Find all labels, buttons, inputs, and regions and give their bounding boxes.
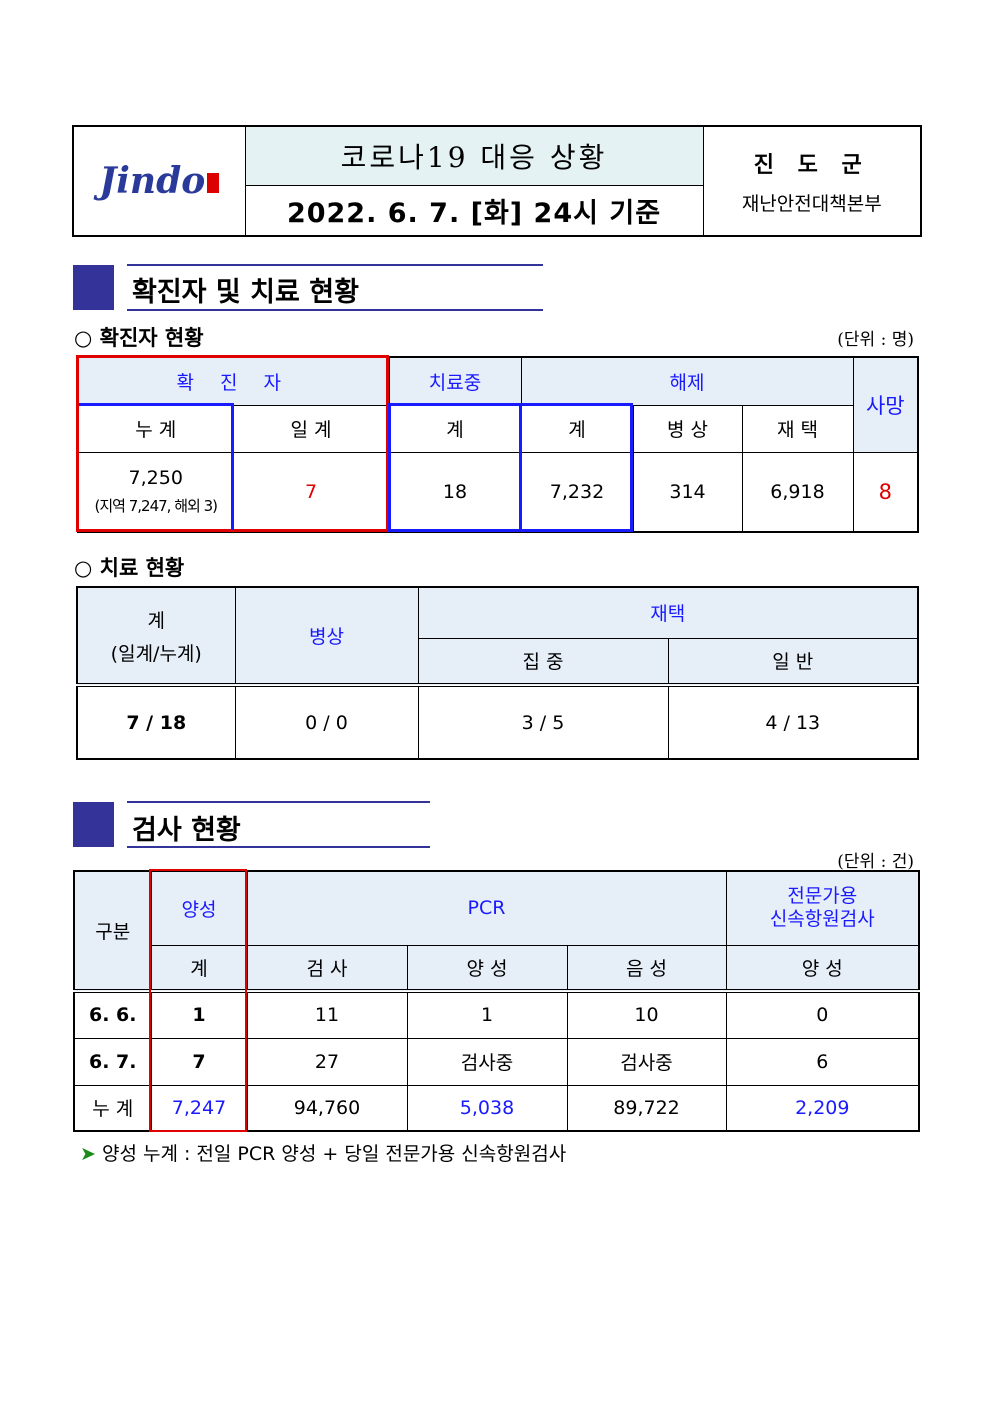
header-treating: 치료중 [388, 356, 522, 406]
table-row: 6. 6. 1 11 1 10 0 [73, 990, 920, 1039]
table-row: 6. 7. 7 27 검사중 검사중 6 [73, 1037, 920, 1086]
header-pcr: PCR [246, 870, 727, 946]
divider [127, 846, 430, 848]
header-intensive: 집 중 [417, 637, 669, 687]
header-released-total: 계 [520, 404, 634, 453]
org-name: 진 도 군 [753, 152, 870, 178]
confirmed-table: 확 진 자 치료중 해제 사망 누 계 일 계 계 계 병 상 재 택 7,25… [77, 356, 920, 533]
cell-pcr-positive: 1 [406, 990, 568, 1039]
row-label: 누 계 [73, 1084, 152, 1132]
header-hospital: 병 상 [632, 404, 743, 453]
org-dept: 재난안전대책본부 [741, 192, 882, 215]
cell-hospital: 314 [632, 451, 743, 533]
header-positive-total: 계 [150, 944, 248, 993]
cell-pcr-positive: 검사중 [406, 1037, 568, 1086]
header-tests: 검 사 [246, 944, 408, 993]
cell-rapid-positive: 6 [725, 1037, 920, 1086]
header-general: 일 반 [667, 637, 919, 687]
cell-pcr-negative: 검사중 [566, 1037, 727, 1086]
section-title: 확진자 및 치료 현황 [132, 277, 359, 308]
cell-pcr-negative: 10 [566, 990, 727, 1039]
header-daily: 일 계 [232, 404, 390, 453]
section-marker-icon [73, 802, 114, 847]
jindo-logo: Jindo [99, 160, 206, 202]
divider [127, 801, 430, 803]
cell-tests: 11 [246, 990, 408, 1039]
cell-positive: 7 [150, 1037, 248, 1086]
cell-cumulative: 7,250 (지역 7,247, 해외 3) [77, 451, 234, 533]
divider [127, 264, 543, 266]
cell-total: 7 / 18 [76, 684, 236, 760]
header-pcr-positive: 양 성 [406, 944, 568, 993]
header-rapid: 전문가용 신속항원검사 [725, 870, 920, 946]
unit-label: (단위 : 건) [837, 852, 914, 872]
cell-rapid-positive: 2,209 [725, 1084, 920, 1132]
unit-label: (단위 : 명) [837, 330, 914, 350]
header-category: 구분 [73, 870, 152, 993]
cell-treating: 18 [388, 451, 522, 533]
header-pcr-negative: 음 성 [566, 944, 727, 993]
logo: Jindo [72, 125, 246, 237]
header-positive: 양성 [150, 870, 248, 946]
cell-tests: 94,760 [246, 1084, 408, 1132]
cumulative-detail: (지역 7,247, 해외 3) [94, 497, 218, 516]
header-total: 계 (일계/누계) [76, 586, 236, 687]
treatment-table: 계 (일계/누계) 병상 재택 집 중 일 반 7 / 18 0 / 0 3 / … [76, 586, 919, 760]
cell-hospital: 0 / 0 [234, 684, 419, 760]
table-row: 누 계 7,247 94,760 5,038 89,722 2,209 [73, 1084, 920, 1132]
cell-death: 8 [852, 451, 919, 533]
header-cumulative: 누 계 [77, 404, 234, 453]
cell-intensive: 3 / 5 [417, 684, 669, 760]
section-title: 검사 현황 [132, 815, 241, 846]
cell-general: 4 / 13 [667, 684, 919, 760]
header-box: Jindo 코로나19 대응 상황 진 도 군 재난안전대책본부 2022. 6… [72, 125, 922, 237]
arrow-icon: ➤ [80, 1143, 96, 1165]
row-label: 6. 7. [73, 1037, 152, 1086]
cell-tests: 27 [246, 1037, 408, 1086]
header-hospital: 병상 [234, 586, 419, 687]
subtitle-treatment: ○ 치료 현황 [74, 556, 185, 580]
row-label: 6. 6. [73, 990, 152, 1039]
testing-table: 구분 양성 PCR 전문가용 신속항원검사 계 검 사 양 성 음 성 양 성 … [73, 870, 921, 1132]
footnote-text: 양성 누계 : 전일 PCR 양성 + 당일 전문가용 신속항원검사 [101, 1143, 567, 1165]
footnote: ➤ 양성 누계 : 전일 PCR 양성 + 당일 전문가용 신속항원검사 [80, 1139, 566, 1166]
header-total-sub: (일계/누계) [110, 642, 202, 665]
page-title: 코로나19 대응 상황 [244, 125, 704, 186]
divider [127, 309, 543, 311]
cell-pcr-negative: 89,722 [566, 1084, 727, 1132]
header-total-label: 계 [147, 609, 165, 632]
cell-positive: 1 [150, 990, 248, 1039]
header-confirmed: 확 진 자 [77, 356, 390, 406]
header-released: 해제 [520, 356, 854, 406]
header-treating-total: 계 [388, 404, 522, 453]
header-rapid-positive: 양 성 [725, 944, 920, 993]
header-home: 재 택 [741, 404, 854, 453]
cell-home: 6,918 [741, 451, 854, 533]
subtitle-confirmed: ○ 확진자 현황 [74, 326, 204, 350]
cell-positive: 7,247 [150, 1084, 248, 1132]
cell-released-total: 7,232 [520, 451, 634, 533]
header-death: 사망 [852, 356, 919, 453]
org-block: 진 도 군 재난안전대책본부 [702, 125, 922, 237]
cell-daily: 7 [232, 451, 390, 533]
logo-mark-icon [207, 173, 220, 193]
header-home: 재택 [417, 586, 919, 639]
section-marker-icon [73, 265, 114, 310]
cell-pcr-positive: 5,038 [406, 1084, 568, 1132]
cumulative-value: 7,250 [128, 467, 183, 490]
report-date: 2022. 6. 7. [화] 24시 기준 [244, 184, 704, 237]
cell-rapid-positive: 0 [725, 990, 920, 1039]
